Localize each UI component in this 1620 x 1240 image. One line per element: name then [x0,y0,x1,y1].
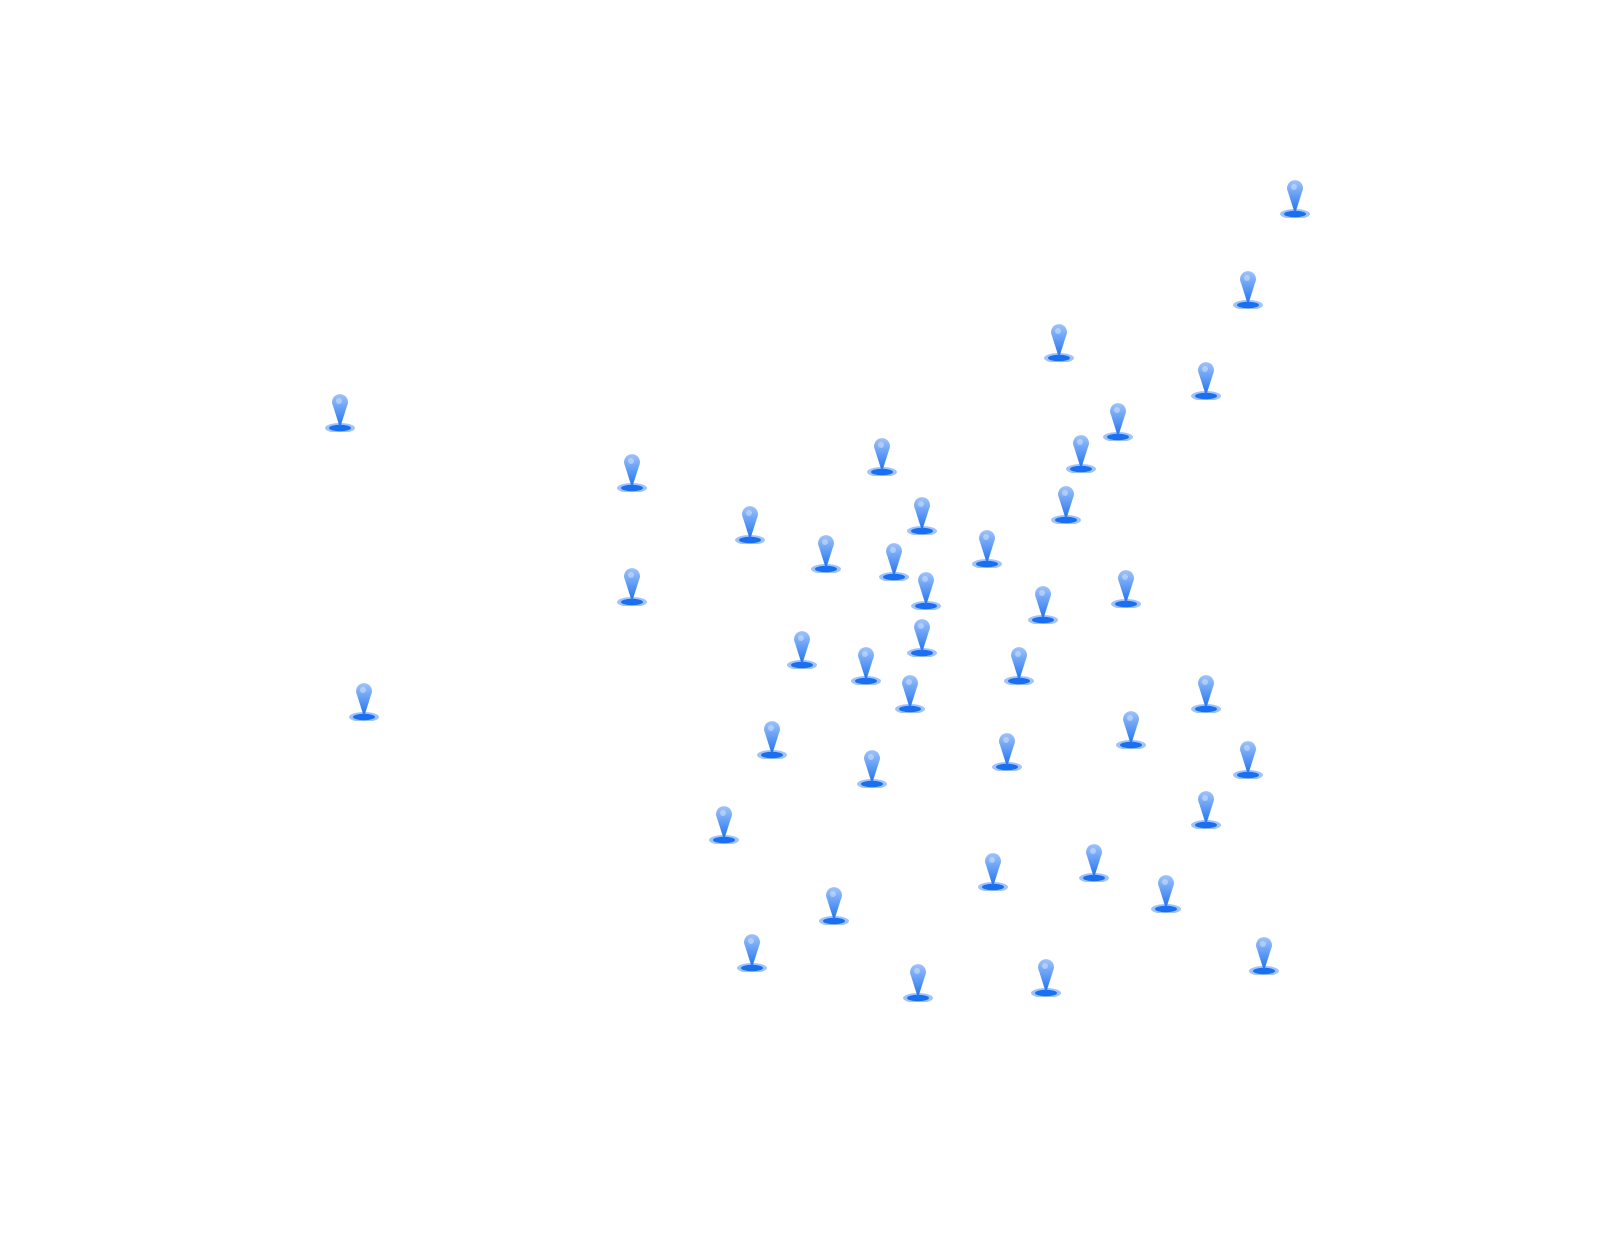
map-pin-icon[interactable] [1101,397,1135,441]
map-pin-icon[interactable] [1026,580,1060,624]
map-pin-icon[interactable] [1231,735,1265,779]
map-pin-icon[interactable] [615,562,649,606]
map-pin-icon[interactable] [1247,931,1281,975]
map-pin-icon[interactable] [990,727,1024,771]
map-pin-icon[interactable] [809,529,843,573]
map-pin-icon[interactable] [849,641,883,685]
map-pin-icon[interactable] [1109,564,1143,608]
map-pin-icon[interactable] [1049,480,1083,524]
map-pin-icon[interactable] [347,677,381,721]
map-pin-icon[interactable] [970,524,1004,568]
map-pin-icon[interactable] [1002,641,1036,685]
map-pin-icon[interactable] [901,958,935,1002]
map-pin-icon[interactable] [976,847,1010,891]
map-pin-icon[interactable] [707,800,741,844]
map-pin-icon[interactable] [905,613,939,657]
map-pin-icon[interactable] [733,500,767,544]
map-pin-icon[interactable] [1029,953,1063,997]
map-pin-icon[interactable] [1189,785,1223,829]
map-pin-icon[interactable] [893,669,927,713]
map-pin-icon[interactable] [1042,318,1076,362]
map-pin-icon[interactable] [1077,838,1111,882]
map-pin-icon[interactable] [877,537,911,581]
map-pin-icon[interactable] [1231,265,1265,309]
map-pin-icon[interactable] [323,388,357,432]
map-pin-icon[interactable] [909,566,943,610]
map-pin-icon[interactable] [785,625,819,669]
map-pin-icon[interactable] [735,928,769,972]
map-pin-icon[interactable] [755,715,789,759]
map-pin-icon[interactable] [865,432,899,476]
map-pin-icon[interactable] [1114,705,1148,749]
map-pin-icon[interactable] [1064,429,1098,473]
map-pin-icon[interactable] [817,881,851,925]
map-pin-icon[interactable] [1189,356,1223,400]
map-pin-icon[interactable] [855,744,889,788]
map-pin-icon[interactable] [1189,669,1223,713]
map-pin-icon[interactable] [1278,174,1312,218]
map-pin-icon[interactable] [905,491,939,535]
map-pin-icon[interactable] [615,448,649,492]
map-pin-icon[interactable] [1149,869,1183,913]
